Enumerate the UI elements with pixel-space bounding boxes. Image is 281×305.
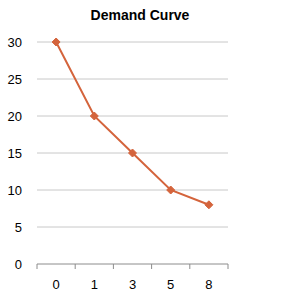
x-tick-mark [151,264,152,269]
x-tick-mark [37,264,38,269]
x-tick-mark [189,264,190,269]
series-group [52,38,213,209]
y-tick-label: 5 [15,220,22,235]
grid-line [37,190,228,191]
marker [129,149,137,157]
marker [52,38,60,46]
y-tick-label: 0 [15,257,22,272]
x-tick-label: 0 [52,277,59,292]
y-tick-label: 10 [8,183,22,198]
grid-line [37,79,228,80]
marker [90,112,98,120]
x-tick-label: 8 [205,277,212,292]
grid-line [37,116,228,117]
y-tick-label: 15 [8,146,22,161]
marker [167,186,175,194]
x-tick-label: 3 [129,277,136,292]
x-tick-mark [113,264,114,269]
grid-line [37,42,228,43]
y-tick-label: 20 [8,109,22,124]
chart: Demand Curve 0 5 10 15 20 25 30 0 1 3 5 8 [0,0,281,305]
marker [205,201,213,209]
y-tick-label: 30 [8,35,22,50]
line [56,42,209,205]
x-tick-mark [228,264,229,269]
x-tick-label: 1 [91,277,98,292]
y-tick-label: 25 [8,72,22,87]
grid-line [37,227,228,228]
x-tick-label: 5 [167,277,174,292]
chart-title: Demand Curve [91,7,190,23]
x-tick-mark [75,264,76,269]
x-axis-line [37,264,228,265]
